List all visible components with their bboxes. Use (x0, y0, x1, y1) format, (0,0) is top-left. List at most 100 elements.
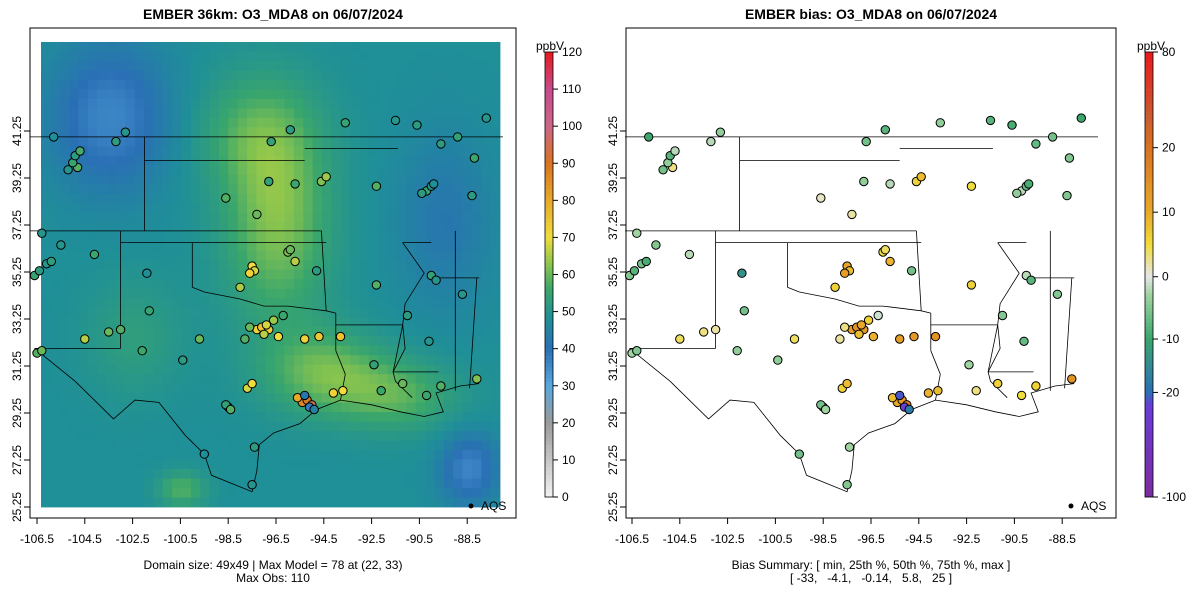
colorbar-tick-label: 60 (562, 268, 576, 282)
model-grid-cell (134, 298, 145, 309)
colorbar-segment (1145, 126, 1153, 131)
colorbar-segment (1145, 211, 1153, 216)
model-grid-cell (87, 317, 98, 328)
model-grid-cell (284, 155, 295, 166)
model-grid-cell (481, 488, 492, 498)
colorbar-segment (1145, 166, 1153, 171)
model-grid-cell (293, 326, 304, 337)
model-grid-cell (247, 184, 257, 195)
colorbar-segment (1145, 471, 1153, 476)
model-grid-cell (275, 412, 285, 422)
model-grid-cell (125, 383, 136, 394)
model-grid-cell (69, 497, 79, 508)
model-grid-cell (209, 269, 220, 280)
colorbar-segment (1145, 374, 1153, 379)
aqs-site-marker (199, 449, 210, 459)
model-grid-cell (59, 279, 70, 290)
model-grid-cell (284, 355, 295, 366)
colorbar-segment (545, 233, 553, 238)
model-grid-cell (415, 374, 426, 385)
model-grid-cell (406, 450, 417, 460)
model-grid-cell (153, 269, 164, 280)
model-grid-cell (312, 260, 323, 271)
model-grid-cell (359, 184, 370, 195)
model-grid-cell (443, 79, 454, 90)
model-grid-cell (378, 250, 388, 261)
model-grid-cell (144, 174, 154, 185)
colorbar-segment (1145, 474, 1153, 479)
model-grid-cell (378, 355, 388, 366)
model-grid-cell (162, 469, 173, 479)
model-grid-cell (471, 412, 482, 422)
model-grid-cell (453, 336, 463, 347)
model-grid-cell (387, 412, 398, 422)
model-grid-cell (293, 51, 304, 62)
model-grid-cell (481, 402, 492, 413)
model-grid-cell (415, 355, 426, 366)
model-grid-cell (190, 260, 201, 271)
model-grid-cell (153, 42, 164, 52)
model-grid-cell (256, 402, 267, 413)
model-grid-cell (453, 146, 463, 157)
model-grid-cell (481, 307, 492, 318)
model-grid-cell (50, 364, 61, 375)
model-grid-cell (237, 459, 248, 470)
aqs-site-bias-marker (715, 127, 726, 137)
model-grid-cell (69, 279, 79, 290)
model-grid-cell (200, 79, 211, 90)
model-grid-cell (284, 279, 295, 290)
model-grid-cell (209, 298, 220, 309)
model-grid-cell (247, 345, 257, 356)
model-grid-cell (359, 288, 370, 299)
model-grid-cell (144, 431, 154, 441)
model-grid-cell (237, 269, 248, 280)
model-grid-cell (378, 288, 388, 299)
aqs-site-marker (178, 355, 188, 365)
aqs-site-marker (398, 378, 408, 389)
model-grid-cell (78, 288, 89, 299)
model-grid-cell (190, 412, 201, 422)
model-grid-cell (87, 364, 98, 375)
model-grid-cell (396, 174, 407, 185)
colorbar-segment (1145, 259, 1153, 264)
model-grid-cell (50, 326, 61, 337)
model-grid-cell (350, 42, 360, 52)
model-grid-cell (115, 440, 126, 451)
model-grid-cell (181, 98, 192, 109)
model-grid-cell (462, 222, 473, 233)
model-grid-cell (396, 42, 407, 52)
model-grid-cell (481, 279, 492, 290)
model-grid-cell (134, 89, 145, 100)
model-grid-cell (350, 412, 360, 422)
colorbar-segment (1145, 174, 1153, 179)
model-grid-cell (87, 326, 98, 337)
colorbar-segment (545, 337, 553, 342)
colorbar-segment (1145, 422, 1153, 427)
colorbar-segment (1145, 226, 1153, 231)
model-grid-cell (303, 374, 314, 385)
model-grid-cell (312, 383, 323, 394)
colorbar-segment (1145, 356, 1153, 361)
model-grid-cell (415, 108, 426, 119)
model-grid-cell (153, 393, 164, 404)
model-grid-cell (453, 497, 463, 508)
model-grid-cell (284, 108, 295, 119)
model-grid-cell (322, 393, 332, 404)
model-grid-cell (153, 431, 164, 441)
aqs-site-marker (481, 113, 491, 123)
model-grid-cell (490, 412, 501, 422)
model-grid-cell (134, 383, 145, 394)
model-grid-cell (200, 60, 211, 71)
colorbar-segment (545, 307, 553, 312)
model-grid-cell (190, 431, 201, 441)
model-grid-cell (396, 231, 407, 242)
model-grid-cell (50, 288, 61, 299)
model-grid-cell (78, 450, 89, 460)
model-grid-cell (209, 364, 220, 375)
model-grid-cell (144, 336, 154, 347)
model-grid-cell (331, 241, 342, 252)
model-grid-cell (359, 89, 370, 100)
model-grid-cell (453, 250, 463, 261)
model-grid-cell (471, 222, 482, 233)
model-grid-cell (218, 51, 229, 62)
